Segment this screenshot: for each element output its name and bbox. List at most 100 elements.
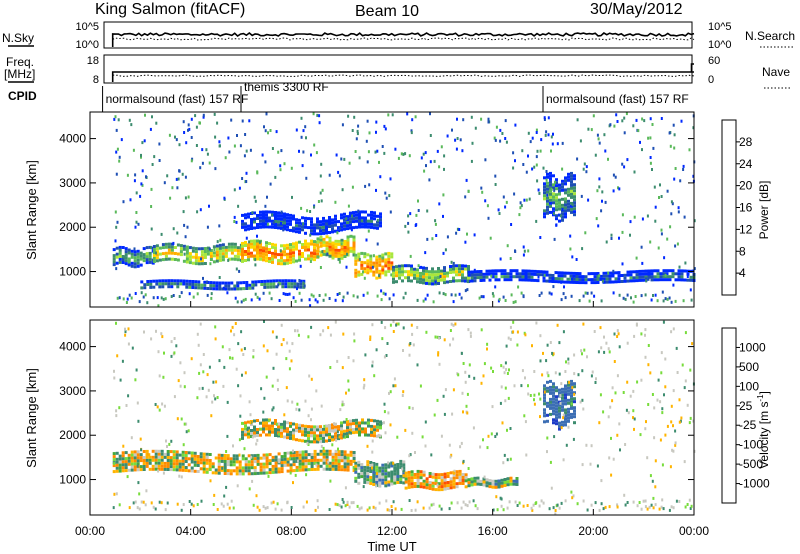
data-cell [154,449,158,453]
near-range-cell [170,295,173,298]
near-range-cell [562,292,565,296]
data-cell [148,260,152,264]
data-cell [570,204,573,208]
data-cell [515,269,519,273]
data-cell [235,457,239,461]
data-cell [488,479,492,483]
near-range-cell [142,500,145,504]
scatter-cell [601,190,604,194]
data-cell [127,260,131,264]
scatter-cell [280,343,283,347]
data-cell [263,279,267,283]
scatter-cell [660,371,663,375]
data-cell [268,427,271,431]
data-cell [573,421,576,425]
data-cell [247,243,250,247]
data-cell [546,184,549,188]
data-cell [224,245,228,249]
data-cell [262,252,265,256]
data-cell [253,472,257,476]
near-range-cell [234,296,237,300]
data-cell [375,264,379,268]
data-cell [557,280,561,284]
data-cell [310,242,313,246]
data-cell [378,269,382,273]
scatter-cell [272,406,275,410]
data-cell [229,472,233,476]
near-range-cell [512,300,515,304]
data-cell [470,273,474,277]
scatter-cell [130,123,133,127]
scatter-cell [410,131,413,135]
scatter-cell [568,380,571,384]
data-cell [570,183,573,187]
scatter-cell [693,219,696,223]
scatter-cell [208,161,211,165]
data-cell [387,251,391,255]
scatter-cell [208,247,211,251]
scatter-cell [341,123,344,127]
data-cell [473,479,477,483]
data-cell [340,225,343,229]
near-range-cell [670,505,673,509]
data-cell [485,272,489,276]
scatter-cell [604,200,607,204]
data-cell [277,253,280,257]
scatter-cell [669,144,672,148]
data-cell [139,468,143,472]
near-range-cell [640,294,643,298]
scatter-cell [629,220,632,224]
scatter-cell [392,461,395,465]
data-cell [373,223,376,227]
scatter-cell [613,360,616,363]
data-cell [683,269,687,273]
data-cell [564,396,567,400]
data-cell [396,469,400,472]
data-cell [280,253,283,257]
scatter-cell [115,128,118,132]
data-cell [283,429,286,433]
scatter-cell [673,146,676,150]
scatter-cell [352,359,355,363]
data-cell [259,468,263,472]
scatter-cell [225,450,228,453]
scatter-cell [436,149,439,153]
data-cell [280,455,284,459]
scatter-cell [249,421,252,425]
scatter-cell [533,398,535,402]
scatter-cell [609,405,612,409]
data-cell [295,438,298,442]
data-cell [352,457,356,460]
scatter-cell [681,363,684,367]
near-range-cell [292,296,295,300]
data-cell [352,238,356,242]
data-cell [181,459,185,463]
data-cell [185,282,189,286]
data-cell [390,470,394,474]
data-cell [346,238,350,242]
data-cell [407,473,411,477]
data-cell [238,463,242,467]
data-cell [325,458,329,462]
scatter-cell [308,374,311,378]
data-cell [136,258,140,262]
data-cell [549,192,552,196]
scatter-cell [602,410,605,414]
data-cell [404,276,407,280]
scatter-cell [567,425,570,429]
scatter-cell [211,400,214,404]
scatter-cell [549,341,552,344]
scatter-cell [249,148,252,152]
data-cell [488,272,492,276]
data-cell [671,272,675,276]
data-cell [497,479,501,483]
near-range-cell [294,299,297,303]
scatter-cell [652,294,654,297]
data-cell [334,254,338,258]
colorbar-tick-label: -25 [739,418,757,432]
scatter-cell [450,453,453,457]
data-cell [254,283,258,287]
data-cell [416,472,420,476]
data-cell [545,270,549,274]
